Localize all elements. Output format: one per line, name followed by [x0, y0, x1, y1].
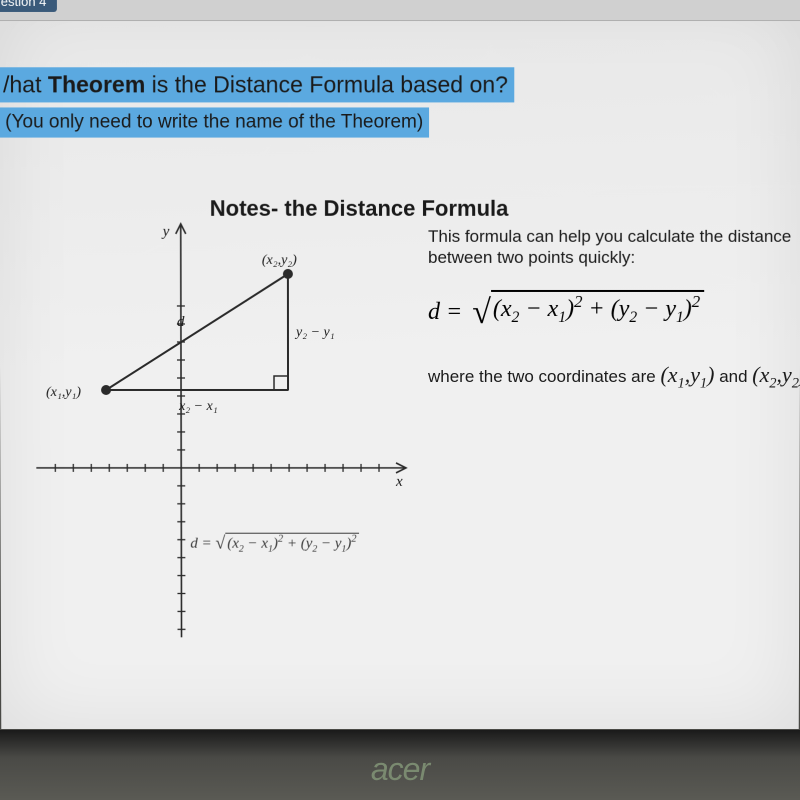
t2a: y: [619, 296, 630, 322]
svg-text:y₂ − y₁: y₂ − y₁: [294, 325, 335, 340]
coord-1: (x1,y1): [660, 362, 714, 387]
graph-formula-caption: d = √(x2 − x1)2 + (y2 − y1)2: [190, 532, 358, 555]
question-bold-word: Theorem: [48, 71, 145, 97]
svg-text:y: y: [161, 224, 170, 240]
coord-2: (x2,y2): [752, 362, 800, 387]
t1a: x: [501, 296, 512, 322]
radical-body: (x2 − x1)2 + (y2 − y1)2: [491, 290, 704, 327]
t1bs: 1: [558, 309, 566, 326]
t1as: 2: [512, 309, 520, 326]
svg-text:(x₂,y₂): (x₂,y₂): [262, 253, 297, 268]
svg-text:x₂ − x₁: x₂ − x₁: [178, 399, 218, 414]
svg-text:(x₁,y₁): (x₁,y₁): [46, 385, 81, 400]
screen-area: estion 4 /hat Theorem is the Distance Fo…: [0, 0, 800, 729]
t1b: x: [548, 296, 559, 322]
question-tab-fragment: estion 4: [0, 0, 56, 12]
formula-intro: This formula can help you calculate the …: [428, 226, 798, 269]
laptop-brand-logo: acer: [371, 751, 429, 788]
question-text: /hat Theorem is the Distance Formula bas…: [0, 67, 514, 102]
coordinate-graph: y x (x₁,y₁) (x₂,y₂) d x₂ − x₁ y₂ − y₁: [36, 218, 416, 637]
where-line: where the two coordinates are (x1,y1) an…: [428, 362, 800, 392]
formula-lhs: d =: [428, 299, 462, 325]
radical-sign: √: [472, 294, 491, 331]
question-prefix: /hat: [3, 71, 48, 97]
radical: √(x2 − x1)2 + (y2 − y1)2: [472, 290, 704, 330]
t2b: y: [665, 296, 676, 322]
formula-intro-line1: This formula can help you calculate the …: [428, 227, 791, 246]
svg-text:d: d: [177, 314, 185, 330]
gf-lhs: d =: [190, 536, 215, 552]
e2: 2: [692, 292, 700, 311]
t2bs: 1: [676, 309, 684, 326]
where-text-2: and: [719, 367, 752, 386]
laptop-bezel: acer: [0, 730, 800, 800]
distance-formula: d = √(x2 − x1)2 + (y2 − y1)2: [428, 290, 704, 330]
question-hint: (You only need to write the name of the …: [0, 107, 429, 137]
formula-intro-line2: between two points quickly:: [428, 248, 635, 267]
question-suffix: is the Distance Formula based on?: [145, 71, 508, 97]
t2as: 2: [629, 309, 637, 326]
window-top-bar: [0, 0, 800, 21]
e1: 2: [574, 292, 582, 311]
where-text-1: where the two coordinates are: [428, 367, 660, 386]
svg-text:x: x: [395, 474, 403, 490]
